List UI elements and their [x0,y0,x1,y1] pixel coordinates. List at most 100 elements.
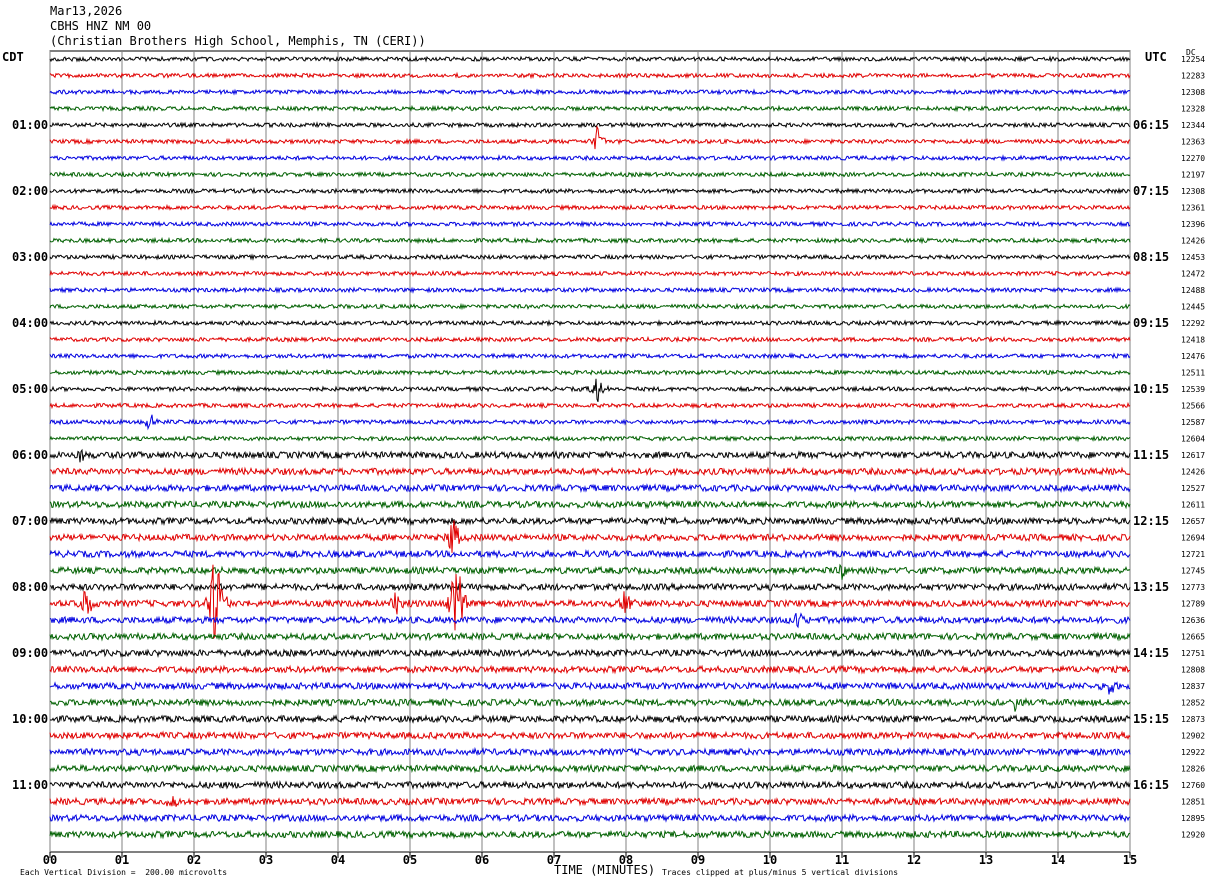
dc-value: 12895 [1181,814,1205,823]
scale-note: Each Vertical Division = 200.00 microvol… [20,868,228,877]
station-id: CBHS HNZ NM 00 [50,19,152,33]
trace-18 [49,352,1131,360]
right-hour-label: 11:15 [1133,448,1169,462]
trace-24 [49,448,1131,463]
clip-note: Traces clipped at plus/minus 5 vertical … [662,868,899,877]
trace-2 [49,88,1131,96]
trace-19 [50,368,1131,377]
left-hour-label: 01:00 [12,118,48,132]
dc-value: 12308 [1181,88,1205,97]
dc-value: 12283 [1181,72,1205,81]
dc-value: 12657 [1181,517,1205,526]
trace-6 [49,154,1131,162]
trace-7 [49,170,1131,179]
dc-value: 12852 [1181,699,1205,708]
left-hour-label: 10:00 [12,712,48,726]
dc-value: 12418 [1181,336,1205,345]
trace-16 [49,319,1131,327]
dc-value: 12566 [1181,402,1205,411]
x-axis-title: TIME (MINUTES) [554,863,656,877]
x-tick-label: 01 [115,853,129,867]
dc-value: 12604 [1181,435,1205,444]
dc-value: 12751 [1181,649,1205,658]
dc-value: 12270 [1181,154,1205,163]
dc-value: 12920 [1181,831,1205,840]
trace-17 [49,335,1131,344]
dc-value: 12197 [1181,171,1205,180]
dc-value: 12826 [1181,765,1205,774]
x-tick-label: 05 [403,853,417,867]
dc-value: 12254 [1181,55,1205,64]
trace-8 [49,187,1131,195]
chart-date: Mar13,2026 [50,4,123,18]
dc-value: 12587 [1181,418,1205,427]
dc-value: 12873 [1181,715,1205,724]
trace-27 [49,499,1131,510]
dc-value: 12694 [1181,534,1205,543]
dc-value: 12611 [1181,501,1205,510]
dc-value: 12539 [1181,385,1205,394]
trace-45 [49,796,1131,807]
trace-23 [49,434,1131,443]
x-tick-label: 15 [1123,853,1137,867]
trace-31 [49,563,1131,580]
dc-value: 12617 [1181,451,1205,460]
trace-47 [49,829,1131,840]
x-tick-label: 13 [979,853,993,867]
trace-20 [49,378,1131,402]
trace-5 [49,125,1131,150]
trace-30 [49,549,1131,559]
trace-14 [49,286,1131,294]
trace-43 [49,763,1131,774]
left-hour-label: 08:00 [12,580,48,594]
trace-0 [49,55,1131,63]
trace-36 [49,647,1131,659]
dc-value: 12527 [1181,484,1205,493]
dc-value: 12361 [1181,204,1205,213]
dc-value: 12292 [1181,319,1205,328]
x-tick-label: 14 [1051,853,1065,867]
dc-value: 12396 [1181,220,1205,229]
dc-value: 12472 [1181,270,1205,279]
right-timezone-label: UTC [1145,50,1167,64]
x-tick-label: 10 [763,853,777,867]
dc-value: 12745 [1181,567,1205,576]
dc-value: 12789 [1181,600,1205,609]
dc-value: 12773 [1181,583,1205,592]
trace-46 [49,813,1131,823]
trace-1 [49,71,1131,80]
dc-value: 12426 [1181,237,1205,246]
x-tick-label: 03 [259,853,273,867]
dc-value: 12837 [1181,682,1205,691]
dc-value: 12808 [1181,666,1205,675]
x-tick-label: 12 [907,853,921,867]
x-tick-label: 11 [835,853,849,867]
dc-value: 12636 [1181,616,1205,625]
trace-11 [49,236,1131,245]
dc-value: 12721 [1181,550,1205,559]
left-hour-label: 02:00 [12,184,48,198]
x-tick-label: 00 [43,853,57,867]
right-hour-label: 14:15 [1133,646,1169,660]
right-hour-label: 12:15 [1133,514,1169,528]
dc-column-label: DC [1186,48,1196,57]
left-hour-label: 06:00 [12,448,48,462]
dc-value: 12328 [1181,105,1205,114]
x-tick-label: 06 [475,853,489,867]
left-hour-label: 09:00 [12,646,48,660]
trace-25 [50,466,1131,477]
trace-4 [49,121,1131,129]
trace-44 [49,780,1131,791]
right-hour-label: 07:15 [1133,184,1169,198]
x-tick-label: 07 [547,853,561,867]
left-timezone-label: CDT [2,50,24,64]
trace-37 [49,664,1131,675]
right-hour-label: 15:15 [1133,712,1169,726]
station-location: (Christian Brothers High School, Memphis… [50,34,426,48]
trace-26 [49,482,1131,494]
dc-value: 12453 [1181,253,1205,262]
right-hour-label: 16:15 [1133,778,1169,792]
right-hour-label: 13:15 [1133,580,1169,594]
trace-33 [49,564,1131,640]
left-hour-label: 04:00 [12,316,48,330]
